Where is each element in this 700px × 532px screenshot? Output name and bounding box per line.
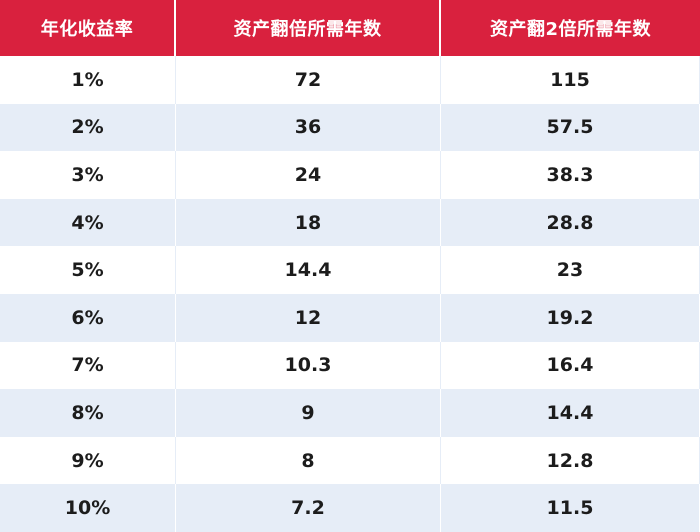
double2-years-cell: 11.5 (441, 484, 700, 532)
double-years-cell: 72 (176, 56, 441, 104)
double-years-cell: 10.3 (176, 341, 441, 390)
rate-cell: 4% (0, 198, 176, 247)
header-years-to-double: 资产翻倍所需年数 (176, 0, 441, 56)
rate-cell: 6% (0, 293, 176, 342)
double2-years-cell: 14.4 (441, 389, 700, 437)
double2-years-cell: 38.3 (441, 151, 700, 199)
header-annual-return: 年化收益率 (0, 0, 176, 56)
double-years-cell: 18 (176, 198, 441, 247)
rate-cell: 2% (0, 103, 176, 152)
double-years-cell: 12 (176, 293, 441, 342)
rate-cell: 7% (0, 341, 176, 390)
double2-years-cell: 19.2 (441, 293, 700, 342)
header-years-to-triple: 资产翻2倍所需年数 (441, 0, 700, 56)
double2-years-cell: 57.5 (441, 103, 700, 152)
double2-years-cell: 12.8 (441, 436, 700, 485)
double-years-cell: 7.2 (176, 484, 441, 532)
double-years-cell: 8 (176, 436, 441, 485)
double2-years-cell: 16.4 (441, 341, 700, 390)
rate-cell: 1% (0, 56, 176, 104)
double2-years-cell: 23 (441, 246, 700, 294)
double-years-cell: 36 (176, 103, 441, 152)
double-years-cell: 24 (176, 151, 441, 199)
double2-years-cell: 115 (441, 56, 700, 104)
double-years-cell: 14.4 (176, 246, 441, 294)
rate-cell: 8% (0, 389, 176, 437)
rate-cell: 3% (0, 151, 176, 199)
double2-years-cell: 28.8 (441, 198, 700, 247)
rate-cell: 5% (0, 246, 176, 294)
rate-cell: 9% (0, 436, 176, 485)
rate-cell: 10% (0, 484, 176, 532)
double-years-cell: 9 (176, 389, 441, 437)
